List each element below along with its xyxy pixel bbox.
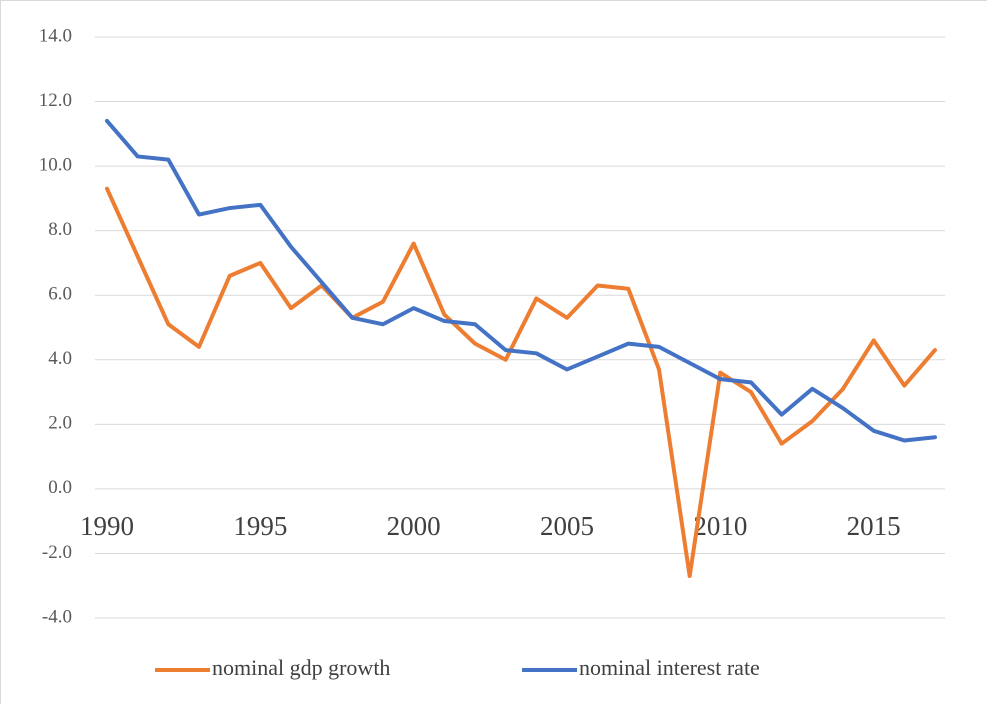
y-tick-label: 10.0 bbox=[39, 154, 72, 175]
y-tick-label: -2.0 bbox=[42, 542, 72, 563]
y-tick-label: -4.0 bbox=[42, 606, 72, 627]
y-tick-label: 6.0 bbox=[48, 284, 72, 305]
y-tick-label: 14.0 bbox=[39, 25, 72, 46]
series-line bbox=[105, 118, 937, 443]
y-tick-label: 2.0 bbox=[48, 413, 72, 434]
x-tick-label: 2010 bbox=[693, 511, 747, 541]
series-line bbox=[105, 186, 937, 579]
y-tick-label: 4.0 bbox=[48, 348, 72, 369]
y-tick-label: 8.0 bbox=[48, 219, 72, 240]
legend-label: nominal gdp growth bbox=[212, 655, 390, 680]
y-tick-label: 0.0 bbox=[48, 477, 72, 498]
y-tick-label: 12.0 bbox=[39, 90, 72, 111]
x-tick-label: 2015 bbox=[847, 511, 901, 541]
x-tick-label: 1990 bbox=[80, 511, 134, 541]
legend-label: nominal interest rate bbox=[579, 655, 760, 680]
x-tick-label: 2000 bbox=[387, 511, 441, 541]
x-tick-label: 1995 bbox=[233, 511, 287, 541]
x-tick-label: 2005 bbox=[540, 511, 594, 541]
